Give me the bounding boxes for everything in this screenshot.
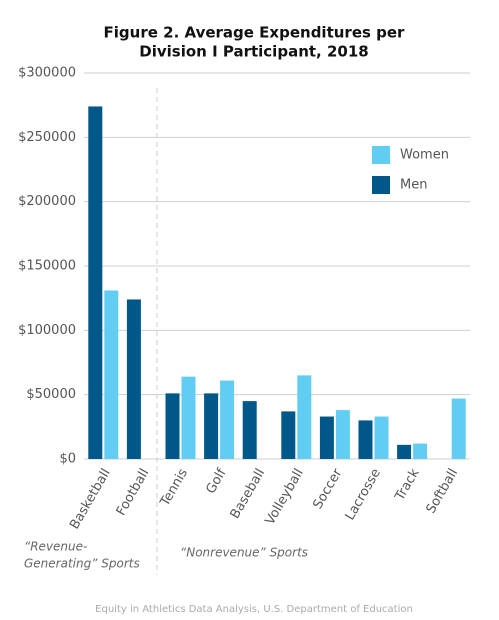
x-tick-label: Track: [392, 466, 423, 504]
bar: [281, 411, 296, 459]
bar: [374, 416, 389, 459]
bar: [297, 375, 312, 459]
x-tick-label: Basketball: [67, 466, 114, 532]
legend-label: Men: [400, 178, 427, 193]
x-tick-label: Tennis: [157, 466, 191, 510]
chart-title: Division I Participant, 2018: [139, 43, 368, 61]
source: Equity in Athletics Data Analysis, U.S. …: [95, 604, 413, 615]
x-tick-label: Football: [114, 466, 153, 518]
bar: [126, 299, 141, 459]
bar: [204, 393, 219, 459]
bar: [165, 393, 180, 459]
annotation: “Revenue-: [24, 540, 87, 554]
x-tick-label: Softball: [424, 466, 462, 516]
y-tick-label: $200000: [18, 194, 76, 209]
annotation: Generating” Sports: [24, 557, 140, 571]
annotation: “Nonrevenue” Sports: [180, 546, 308, 560]
bar: [242, 401, 257, 459]
x-tick-label: Volleyball: [263, 466, 307, 527]
bar: [397, 444, 412, 459]
bar: [220, 380, 235, 459]
bar: [181, 376, 196, 459]
x-tick-label: Golf: [203, 466, 229, 497]
bar: [358, 420, 373, 459]
bar: [413, 443, 428, 459]
y-tick-label: $50000: [26, 387, 76, 402]
y-tick-label: $250000: [18, 130, 76, 145]
bar: [335, 410, 350, 459]
y-tick-label: $150000: [18, 259, 76, 274]
y-tick-label: $300000: [18, 66, 76, 81]
legend-swatch: [372, 146, 390, 164]
bar: [104, 290, 119, 459]
legend-label: Women: [400, 148, 449, 163]
x-tick-label: Baseball: [228, 466, 269, 521]
y-tick-label: $0: [59, 452, 76, 467]
x-tick-label: Soccer: [310, 466, 345, 512]
x-tick-label: Lacrosse: [343, 466, 384, 523]
y-tick-label: $100000: [18, 323, 76, 338]
bar: [88, 106, 103, 459]
bar: [319, 416, 334, 459]
chart-title: Figure 2. Average Expenditures per: [104, 24, 406, 42]
bar: [451, 398, 466, 459]
legend-swatch: [372, 176, 390, 194]
